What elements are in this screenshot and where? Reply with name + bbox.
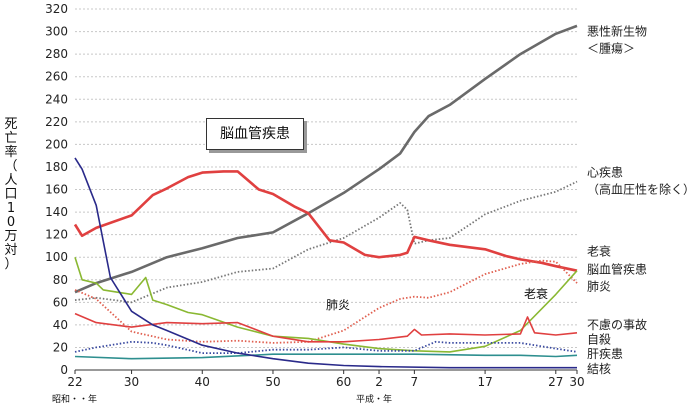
series-label: 不慮の事故 (587, 317, 647, 332)
x-tick-label: 40 (195, 375, 210, 389)
x-tick-label: 50 (265, 375, 280, 389)
x-tick-label: 30 (124, 375, 139, 389)
y-tick-label: 0 (60, 363, 68, 377)
annotation-pneumonia: 肺炎 (326, 298, 351, 312)
x-tick-label: 30 (569, 375, 584, 389)
annotation-box-cerebrovascular: 脳血管疾患 (206, 118, 304, 150)
y-tick-label: 200 (45, 137, 68, 151)
series-label: 脳血管疾患 (587, 262, 647, 277)
y-tick-label: 20 (53, 340, 68, 354)
x-tick-label: 60 (336, 375, 351, 389)
series-line-liver-disease (74, 353, 578, 360)
series-label: （高血圧性を除く） (587, 182, 694, 197)
y-tick-label: 80 (53, 273, 68, 287)
series-line-accidents (74, 312, 578, 343)
y-tick-label: 280 (45, 47, 68, 61)
series-labels: 悪性新生物 ＜腫瘍＞ 心疾患 （高血圧性を除く） 老衰脳血管疾患肺炎不慮の事故自殺肝疾患… (587, 24, 694, 376)
series-line-heart-disease (74, 180, 578, 304)
y-tick-label: 160 (45, 183, 68, 197)
y-tick-label: 260 (45, 70, 68, 84)
y-axis-ticks: 0 20 40 60 80 100 120 140 160 180 200 220 240 260 280 3… (45, 2, 68, 377)
y-tick-label: 60 (53, 295, 68, 309)
series-line-senility (74, 256, 578, 353)
y-tick-label: 300 (45, 25, 68, 39)
series-line-cerebrovascular (73, 170, 578, 272)
series-label: 肝疾患 (587, 346, 623, 361)
series-label: 老衰 (587, 244, 611, 259)
series-label: 結核 (587, 362, 611, 376)
y-tick-label: 220 (45, 115, 68, 129)
x-tick-label: 17 (477, 375, 492, 389)
x-tick-label: 7 (411, 375, 419, 389)
y-tick-label: 180 (45, 160, 68, 174)
x-tick-label: 22 (67, 375, 82, 389)
x-tick-label: 2 (375, 375, 383, 389)
series-label: 心疾患 (587, 165, 623, 180)
y-tick-label: 100 (45, 250, 68, 264)
annotation-senility: 老衰 (524, 287, 549, 301)
series-line-malignant-neoplasm (74, 24, 578, 294)
x-tick-label: 27 (548, 375, 563, 389)
series-line-suicide (74, 340, 578, 355)
heisei-era-label: 平成・年 (356, 395, 393, 405)
y-tick-label: 320 (45, 2, 68, 16)
series-label: 自殺 (587, 333, 611, 347)
series-label: 肺炎 (587, 280, 611, 294)
showa-era-label: 昭和・・年 (52, 395, 98, 405)
series-label: ＜腫瘍＞ (587, 41, 635, 56)
x-axis-ticks: 22 30 40 50 60 2 7 17 27 30 (67, 370, 585, 389)
y-tick-label: 140 (45, 205, 68, 219)
y-tick-label: 40 (53, 318, 68, 332)
series-label: 悪性新生物 (587, 24, 647, 39)
series-line-tuberculosis (74, 157, 577, 369)
y-tick-label: 120 (45, 228, 68, 242)
y-axis-label: 死亡率（人口 1 0 万対） (4, 117, 18, 272)
series-lines (73, 24, 578, 369)
y-tick-label: 240 (45, 92, 68, 106)
